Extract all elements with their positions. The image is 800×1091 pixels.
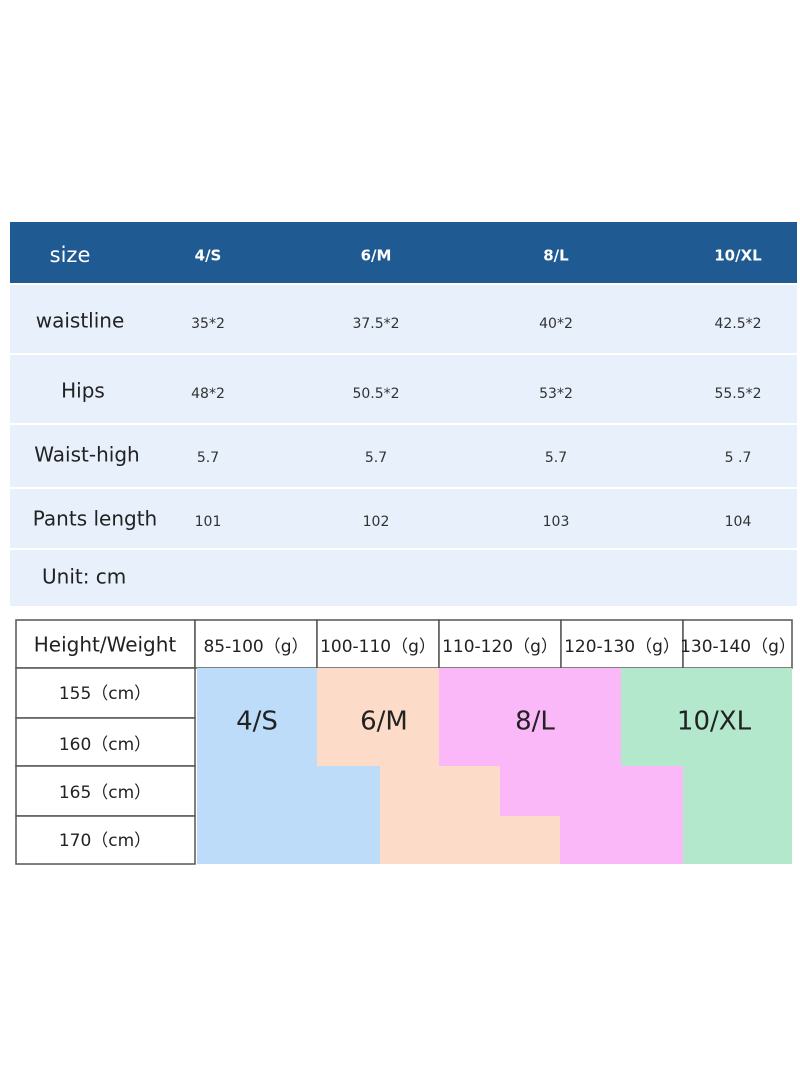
corner-label: Height/Weight [34,633,177,657]
row-label: Waist-high [34,443,139,467]
weight-label: 100-110（g） [320,637,436,657]
height-label: 165（cm） [59,783,151,803]
cell [15,667,196,719]
value-cell: 37.5*2 [352,316,399,332]
value-cell: 50.5*2 [352,386,399,402]
weight-label: 85-100（g） [203,637,308,657]
value-cell: 5.7 [545,450,567,466]
cell [15,765,196,817]
cell [316,619,440,669]
value-cell: 35*2 [191,316,225,332]
row-bg [10,285,797,353]
value-cell: 5.7 [197,450,219,466]
value-cell: 5 .7 [725,450,752,466]
height-label: 170（cm） [59,831,151,851]
row-label: Pants length [33,507,157,531]
size-label: 8/L [515,707,555,737]
row-bg [10,489,797,548]
size-label: 10/XL [677,707,752,737]
size-zone [621,668,792,864]
cell [15,717,196,767]
weight-label: 110-120（g） [442,637,558,657]
size-table: size 4/S 6/M 8/L 10/XL waistline 35*2 37.5*2 40*… [33,243,762,531]
cell [682,619,793,669]
value-cell: 101 [195,514,222,530]
header-cell: size [50,243,91,267]
size-zone [197,668,380,864]
cell [194,619,318,669]
value-cell: 40*2 [539,316,573,332]
cell [560,619,684,669]
value-cell: 42.5*2 [714,316,761,332]
row-label: waistline [36,309,125,333]
cell [15,815,196,865]
header-cell: 6/M [361,247,392,265]
fit-table: 85-100（g） 100-110（g） 110-120（g） 120-130（g） 1… [59,637,796,851]
size-label: 4/S [236,707,278,737]
header-bar [10,222,797,283]
weight-label: 130-140（g） [680,637,796,657]
header-cell: 10/XL [714,247,762,265]
value-cell: 102 [363,514,390,530]
unit-note: Unit: cm [42,565,126,589]
value-cell: 103 [543,514,570,530]
size-label: 6/M [360,707,408,737]
row-bg [10,425,797,487]
size-zone [439,668,683,864]
value-cell: 55.5*2 [714,386,761,402]
height-label: 160（cm） [59,735,151,755]
header-cell: 8/L [543,247,569,265]
height-label: 155（cm） [59,684,151,704]
row-bg [10,550,797,606]
weight-label: 120-130（g） [564,637,680,657]
value-cell: 48*2 [191,386,225,402]
header-cell: 4/S [195,247,222,265]
value-cell: 104 [725,514,752,530]
row-bg [10,355,797,423]
cell [15,619,196,669]
row-label: Hips [61,379,105,403]
size-zone [317,668,560,864]
value-cell: 5.7 [365,450,387,466]
value-cell: 53*2 [539,386,573,402]
cell [438,619,562,669]
